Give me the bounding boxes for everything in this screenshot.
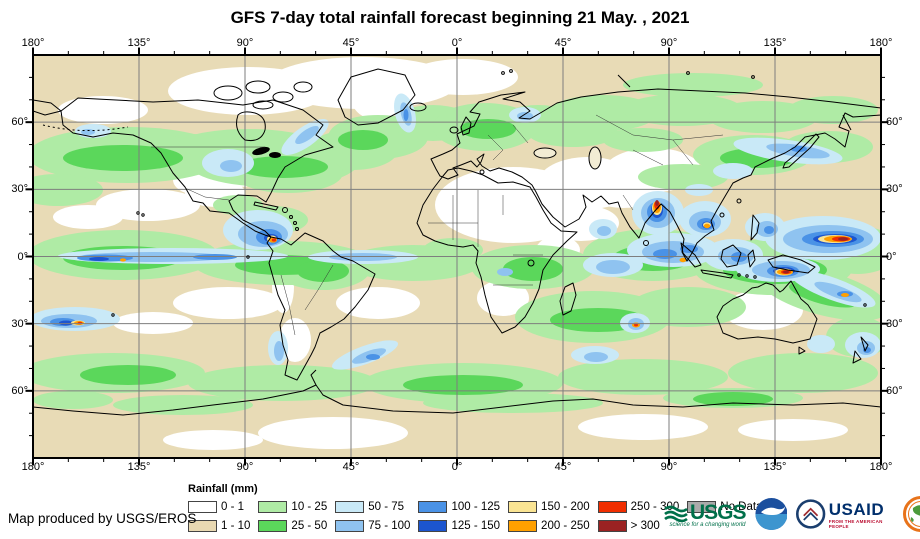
legend-item: 75 - 100 <box>335 518 410 533</box>
lon-label-bottom: 180° <box>869 461 893 473</box>
lat-label-right: 30° <box>886 183 903 196</box>
lon-label-top: 0° <box>451 37 463 49</box>
fewsnet-globe-icon <box>902 496 920 532</box>
lon-label-bottom: 0° <box>451 461 463 473</box>
usaid-tagline: FROM THE AMERICAN PEOPLE <box>828 518 883 529</box>
legend-swatch <box>508 519 538 532</box>
legend-item: No Data <box>687 499 762 514</box>
axis-ticks <box>25 47 889 466</box>
lon-label-bottom: 135° <box>127 461 151 473</box>
usaid-seal-icon <box>796 499 826 529</box>
legend-swatch <box>508 500 538 513</box>
lon-label-bottom: 180° <box>21 461 45 473</box>
legend-label: 250 - 300 <box>630 500 680 513</box>
legend-item: 0 - 1 <box>188 499 250 514</box>
legend-swatch <box>188 519 217 532</box>
usgs-logo: USGS science for a changing world <box>664 500 747 528</box>
lat-label-left: 30° <box>11 317 28 330</box>
legend-swatch <box>597 500 627 513</box>
usgs-name: USGS <box>690 500 747 524</box>
lon-label-bottom: 135° <box>763 461 787 473</box>
legend-title: Rainfall (mm) <box>188 483 258 495</box>
lon-label-top: 180° <box>21 37 45 49</box>
lat-label-right: 60° <box>886 384 903 397</box>
legend-item: 125 - 150 <box>418 518 500 533</box>
usgs-wave-icon <box>664 505 688 522</box>
fewsnet-logo: FEWS NET FAMINE EARLY WARNING SYSTEMS NE… <box>902 496 920 532</box>
legend-label: 25 - 50 <box>291 519 328 532</box>
legend-label: 125 - 150 <box>451 519 501 532</box>
lat-label-right: 0° <box>886 250 897 263</box>
legend-item: 100 - 125 <box>418 499 500 514</box>
lon-label-top: 45° <box>554 37 572 49</box>
lon-label-top: 90° <box>660 37 678 49</box>
lon-label-bottom: 90° <box>236 461 254 473</box>
lat-label-left: 0° <box>17 250 28 263</box>
legend-label: 0 - 1 <box>221 500 245 513</box>
graticule <box>33 55 881 458</box>
page-title: GFS 7-day total rainfall forecast beginn… <box>230 8 690 27</box>
lon-label-bottom: 45° <box>554 461 572 473</box>
lon-label-top: 45° <box>342 37 360 49</box>
map-credit: Map produced by USGS/EROS <box>8 511 197 526</box>
legend-label: 100 - 125 <box>451 500 501 513</box>
legend-item: > 300 <box>597 518 680 533</box>
legend-item: 250 - 300 <box>597 499 680 514</box>
lat-label-right: 60° <box>886 116 903 129</box>
logo-row: USGS science for a changing world USAID … <box>664 492 920 536</box>
legend-swatch <box>258 519 288 532</box>
lon-label-top: 90° <box>236 37 254 49</box>
legend-swatch <box>418 500 448 513</box>
legend-item: 10 - 25 <box>258 499 327 514</box>
legend-swatch <box>335 519 365 532</box>
legend-swatch <box>597 519 627 532</box>
legend-swatch <box>188 500 217 513</box>
lon-label-bottom: 90° <box>660 461 678 473</box>
lon-label-top: 135° <box>763 37 787 49</box>
lat-label-left: 60° <box>11 116 28 129</box>
usgs-tagline: science for a changing world <box>669 521 746 528</box>
coastlines <box>33 68 881 416</box>
legend-label: 150 - 200 <box>541 500 590 513</box>
legend-label: 1 - 10 <box>221 519 251 532</box>
legend-label: 200 - 250 <box>541 519 590 532</box>
legend-label: 75 - 100 <box>368 519 411 532</box>
noaa-logo-icon <box>754 497 788 531</box>
legend-label: No Data <box>720 500 763 513</box>
legend-item: 150 - 200 <box>508 499 590 514</box>
usaid-logo: USAID FROM THE AMERICAN PEOPLE <box>796 497 893 531</box>
lat-label-right: 30° <box>886 317 903 330</box>
rainfall-legend: 0 - 1 1 - 10 10 - 25 25 - 50 50 - 75 75 - 100… <box>188 499 762 533</box>
lon-label-top: 135° <box>127 37 151 49</box>
legend-item: 50 - 75 <box>335 499 410 514</box>
legend-label: 50 - 75 <box>368 500 405 513</box>
lakes <box>252 146 281 158</box>
legend-item: 25 - 50 <box>258 518 327 533</box>
usaid-name: USAID <box>828 499 885 519</box>
lat-label-left: 60° <box>11 384 28 397</box>
lat-label-left: 30° <box>11 183 28 196</box>
lon-label-top: 180° <box>869 37 893 49</box>
legend-label: > 300 <box>630 519 660 532</box>
legend-swatch <box>687 500 717 513</box>
legend-item: 1 - 10 <box>188 518 250 533</box>
legend-swatch <box>335 500 365 513</box>
legend-swatch <box>418 519 448 532</box>
country-borders <box>151 114 724 336</box>
legend-swatch <box>258 500 288 513</box>
map-canvas <box>33 55 881 458</box>
lon-label-bottom: 45° <box>342 461 360 473</box>
legend-label: 10 - 25 <box>291 500 328 513</box>
legend-item: 200 - 250 <box>508 518 590 533</box>
